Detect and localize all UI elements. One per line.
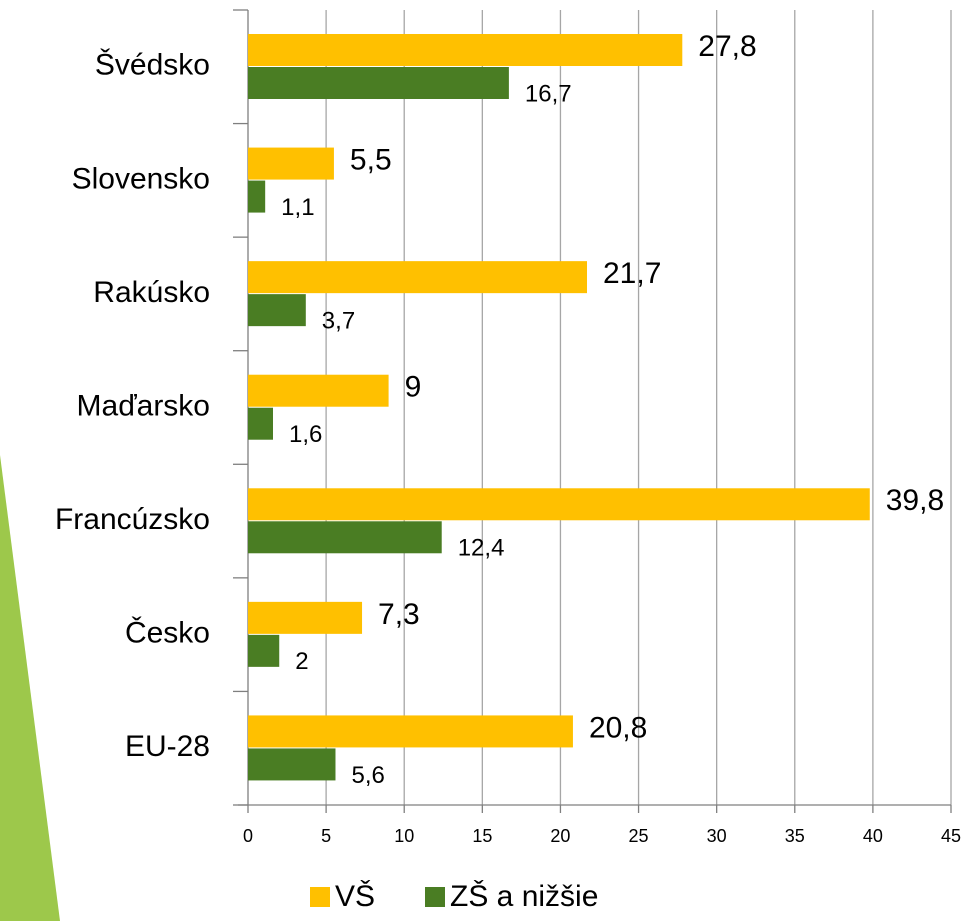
bar — [248, 147, 334, 180]
bar — [248, 34, 683, 66]
x-tick-label: 15 — [472, 826, 492, 846]
bar — [248, 488, 870, 521]
bar — [248, 67, 509, 99]
x-tick-label: 40 — [863, 826, 883, 846]
data-label: 39,8 — [886, 484, 944, 517]
bar — [248, 180, 266, 213]
bar — [248, 601, 363, 634]
y-tick-label: Maďarsko — [77, 389, 210, 422]
x-tick-label: 5 — [321, 826, 331, 846]
data-label: 1,1 — [281, 194, 314, 221]
legend-swatch — [425, 887, 445, 907]
x-tick-label: 0 — [243, 826, 253, 846]
bar — [248, 748, 336, 781]
legend-label: VŠ — [335, 879, 375, 913]
x-tick-label: 35 — [785, 826, 805, 846]
x-tick-label: 30 — [707, 826, 727, 846]
data-label: 1,6 — [289, 421, 322, 448]
data-label: 5,6 — [351, 762, 384, 789]
data-label: 5,5 — [350, 143, 392, 176]
data-label: 20,8 — [589, 711, 647, 744]
x-tick-label: 20 — [550, 826, 570, 846]
y-tick-label: Slovensko — [72, 162, 210, 195]
decoration — [0, 455, 60, 921]
y-tick-label: Švédsko — [95, 48, 210, 82]
y-tick-label: Francúzsko — [55, 503, 210, 536]
legend-label: ZŠ a nižšie — [450, 879, 598, 913]
data-label: 2 — [295, 648, 308, 675]
y-tick-label: Rakúsko — [93, 276, 210, 309]
bar — [248, 521, 442, 554]
data-label: 16,7 — [525, 80, 572, 107]
data-label: 7,3 — [378, 598, 420, 631]
data-label: 21,7 — [603, 257, 661, 290]
y-tick-label: Česko — [125, 616, 210, 650]
x-tick-label: 45 — [941, 826, 961, 846]
x-tick-label: 25 — [629, 826, 649, 846]
data-label: 9 — [405, 371, 422, 404]
bar — [248, 294, 306, 327]
bar — [248, 261, 588, 294]
data-label: 27,8 — [698, 30, 756, 63]
bar — [248, 634, 280, 667]
data-label: 12,4 — [458, 535, 505, 562]
bar — [248, 374, 389, 407]
x-tick-label: 10 — [394, 826, 414, 846]
data-label: 3,7 — [322, 307, 355, 334]
bar — [248, 715, 573, 748]
y-tick-label: EU-28 — [125, 730, 210, 763]
bar — [248, 407, 273, 440]
legend-swatch — [310, 887, 330, 907]
